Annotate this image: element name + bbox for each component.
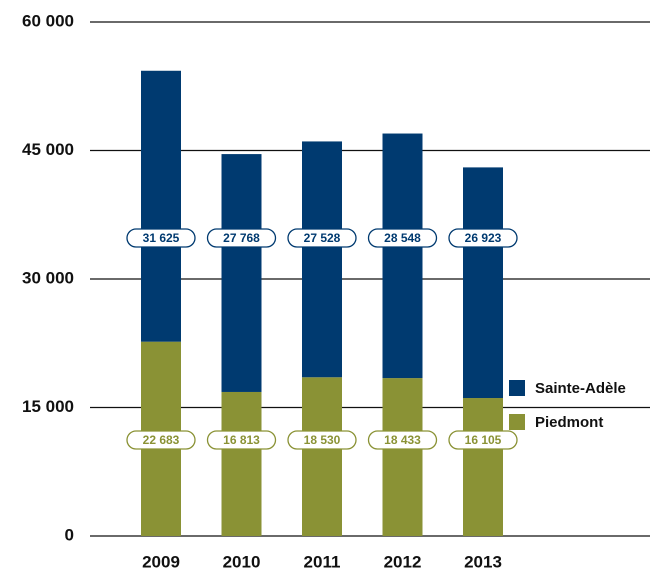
value-label: 16 813 — [223, 433, 260, 447]
value-label-box — [206, 430, 277, 450]
value-label-box — [287, 430, 357, 450]
value-label: 31 625 — [143, 231, 180, 245]
bar-segment — [302, 141, 342, 378]
value-label: 28 548 — [384, 231, 421, 245]
value-label-box — [126, 430, 196, 450]
bar-segment — [141, 70, 181, 342]
x-tick-label: 2010 — [223, 552, 261, 571]
value-label-box — [206, 228, 277, 248]
bar-segment — [302, 377, 342, 536]
value-label-box — [367, 430, 438, 450]
x-tick-label: 2009 — [142, 552, 180, 571]
value-label-box — [287, 228, 357, 248]
bar-segment — [221, 154, 262, 392]
x-tick-label: 2012 — [384, 552, 422, 571]
bar-segment — [463, 398, 503, 536]
value-label-box — [448, 228, 518, 248]
value-label: 26 923 — [465, 231, 502, 245]
y-tick-label: 0 — [65, 525, 74, 544]
value-label: 18 433 — [384, 433, 421, 447]
value-label: 18 530 — [304, 433, 341, 447]
bar-segment — [463, 167, 503, 399]
value-label: 22 683 — [143, 433, 180, 447]
value-label: 16 105 — [465, 433, 502, 447]
x-tick-label: 2011 — [304, 552, 341, 571]
legend-swatch — [509, 380, 525, 396]
x-tick-label: 2013 — [464, 552, 502, 571]
y-tick-label: 45 000 — [22, 140, 74, 159]
value-label-box — [367, 228, 438, 248]
legend-label: Piedmont — [535, 414, 603, 431]
bar-segment — [221, 391, 262, 536]
y-tick-label: 15 000 — [22, 397, 74, 416]
bar-segment — [382, 378, 423, 536]
legend-label: Sainte-Adèle — [535, 380, 626, 397]
legend-swatch — [509, 414, 525, 430]
y-tick-label: 30 000 — [22, 268, 74, 287]
y-tick-label: 60 000 — [22, 11, 74, 30]
bar-segment — [382, 133, 423, 379]
value-label-box — [126, 228, 196, 248]
value-label: 27 528 — [304, 231, 341, 245]
value-label-box — [448, 430, 518, 450]
value-label: 27 768 — [223, 231, 260, 245]
